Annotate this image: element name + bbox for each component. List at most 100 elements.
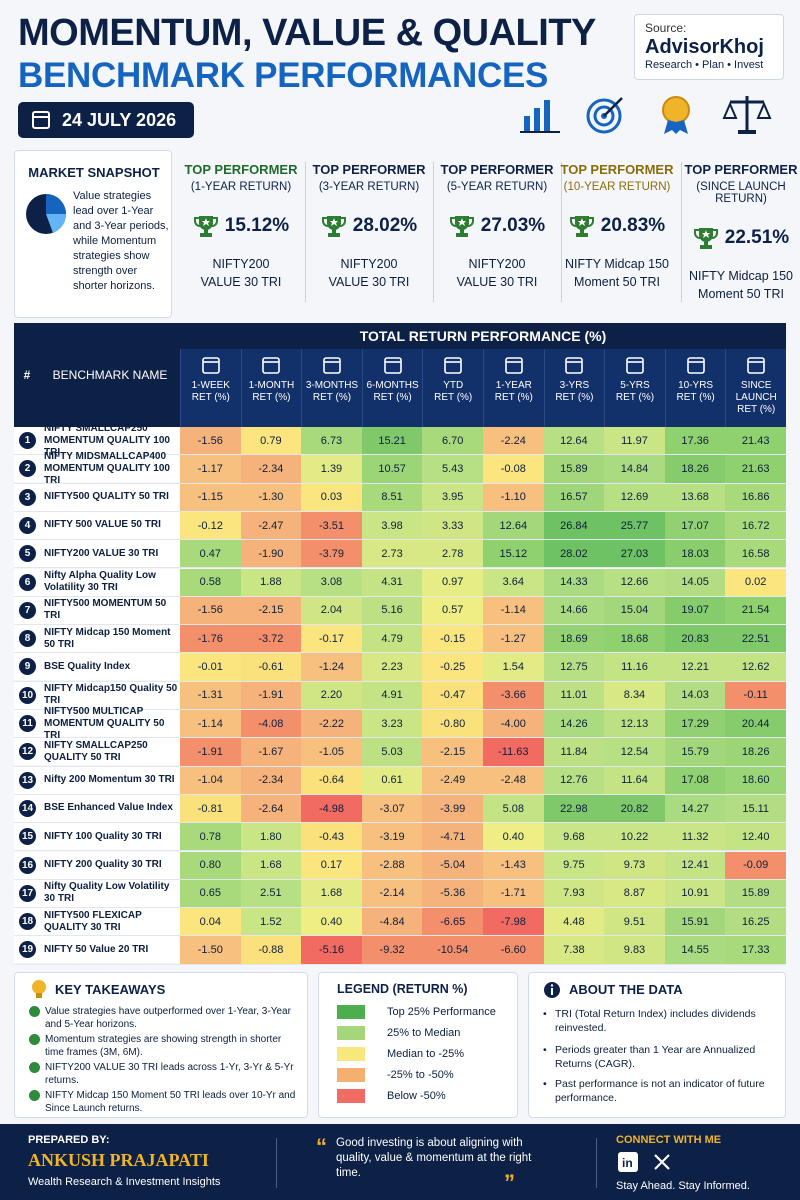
return-cell: 17.36 <box>664 427 726 455</box>
top-performer-value-row: 22.51% <box>680 225 800 251</box>
prepared-by: PREPARED BY: <box>28 1134 110 1146</box>
about-item: Past performance is not an indicator of … <box>543 1077 779 1105</box>
return-cell: 8.51 <box>361 483 423 511</box>
benchmark-name: Nifty 200 Momentum 30 TRI <box>44 766 180 794</box>
return-cell: 0.02 <box>725 568 786 596</box>
return-cell: 18.03 <box>664 540 726 568</box>
return-cell: -1.67 <box>240 738 302 766</box>
return-cell: 3.08 <box>301 568 362 596</box>
divider <box>305 162 306 302</box>
return-cell: -9.32 <box>361 936 423 964</box>
top-performer-value-row: 15.12% <box>180 213 302 239</box>
column-header: 3-YRS RET (%) <box>543 349 605 427</box>
top-performer-name-line2: VALUE 30 TRI <box>456 275 538 289</box>
column-label: 3-YRS RET (%) <box>545 380 605 404</box>
column-header: YTD RET (%) <box>422 349 483 427</box>
column-label-line1: 3-YRS <box>559 380 590 391</box>
return-cell: 16.58 <box>725 540 786 568</box>
return-cell: -0.11 <box>725 681 786 709</box>
top-performer-name-line1: NIFTY Midcap 150 <box>565 257 669 271</box>
column-label: 3-MONTHS RET (%) <box>302 380 362 404</box>
takeaway-item: Value strategies have outperformed over … <box>29 1005 301 1031</box>
linkedin-icon[interactable]: in <box>618 1152 638 1172</box>
return-cell: 0.17 <box>301 851 362 879</box>
benchmark-name: NIFTY 100 Quality 30 TRI <box>44 823 180 851</box>
return-cell: 0.57 <box>422 596 483 625</box>
legend-item: 25% to Median <box>337 1026 460 1040</box>
return-cell: -3.79 <box>301 540 362 568</box>
return-cell: 26.84 <box>543 511 605 540</box>
about-title: ABOUT THE DATA <box>569 982 683 997</box>
return-cell: 0.58 <box>180 568 241 596</box>
top-performer-card: TOP PERFORMER (SINCE LAUNCH RETURN) 22.51%… <box>680 150 800 318</box>
quote-close-icon: ” <box>504 1170 515 1195</box>
return-cell: -2.48 <box>483 766 544 794</box>
return-cell: -4.84 <box>361 908 423 936</box>
return-cell: 14.05 <box>664 568 726 596</box>
column-header: SINCE LAUNCH RET (%) <box>725 349 786 427</box>
column-label-line1: SINCE LAUNCH <box>735 380 777 403</box>
return-cell: 18.60 <box>725 766 786 794</box>
return-cell: 10.22 <box>604 823 665 851</box>
return-cell: 15.91 <box>664 908 726 936</box>
return-cell: 1.68 <box>301 879 362 908</box>
column-label-line1: 1-MONTH <box>248 380 295 391</box>
return-cell: -0.88 <box>240 936 302 964</box>
trophy-icon <box>686 357 705 374</box>
return-cell: 19.07 <box>664 596 726 625</box>
return-cell: -0.12 <box>180 511 241 540</box>
column-label: 1-MONTH RET (%) <box>242 380 302 404</box>
return-cell: 9.68 <box>543 823 605 851</box>
return-cell: 5.03 <box>361 738 423 766</box>
legend-title: LEGEND (RETURN %) <box>337 982 468 996</box>
return-cell: 11.01 <box>543 681 605 709</box>
top-performer-heading: TOP PERFORMER <box>184 162 298 177</box>
top-performer-heading: TOP PERFORMER <box>684 162 798 177</box>
return-cell: 14.03 <box>664 681 726 709</box>
top-performer-value: 22.51% <box>724 227 790 248</box>
return-cell: -0.09 <box>725 851 786 879</box>
return-cell: 0.97 <box>422 568 483 596</box>
return-cell: -1.76 <box>180 625 241 653</box>
title-line2: BENCHMARK PERFORMANCES <box>18 56 549 95</box>
benchmark-name: NIFTY Midcap150 Quality 50 TRI <box>44 681 180 709</box>
header-icons <box>518 92 788 140</box>
calendar-icon <box>504 357 523 374</box>
return-cell: 0.79 <box>240 427 302 455</box>
top-performer-value-row: 27.03% <box>436 213 558 239</box>
trophy-icon <box>693 228 718 249</box>
return-cell: -2.88 <box>361 851 423 879</box>
top-performer-heading: TOP PERFORMER <box>440 162 554 177</box>
column-label: SINCE LAUNCH RET (%) <box>726 380 786 416</box>
return-cell: 20.82 <box>604 794 665 823</box>
return-cell: 15.12 <box>483 540 544 568</box>
benchmark-name: BSE Enhanced Value Index <box>44 794 180 822</box>
column-label: 1-YEAR RET (%) <box>484 380 544 404</box>
column-header: 6-MONTHS RET (%) <box>361 349 423 427</box>
return-cell: -5.16 <box>301 936 362 964</box>
return-cell: 14.33 <box>543 568 605 596</box>
divider <box>561 162 562 302</box>
return-cell: 2.04 <box>301 596 362 625</box>
connect-title: CONNECT WITH ME <box>616 1134 722 1146</box>
row-number: 15 <box>19 828 36 846</box>
column-label-line2: RET (%) <box>434 392 473 403</box>
top-performer-name-line2: VALUE 30 TRI <box>328 275 410 289</box>
benchmark-name: NIFTY200 VALUE 30 TRI <box>44 540 180 568</box>
top-performer-name: NIFTY Midcap 150 Moment 50 TRI <box>680 267 800 303</box>
x-icon[interactable] <box>652 1152 672 1172</box>
return-cell: 18.69 <box>543 625 605 653</box>
row-number: 1 <box>19 432 36 449</box>
return-cell: 5.43 <box>422 455 483 483</box>
row-number: 19 <box>19 941 36 959</box>
return-cell: -1.91 <box>240 681 302 709</box>
trophy-icon <box>569 216 594 237</box>
calendar-icon <box>32 111 50 129</box>
return-cell: 12.41 <box>664 851 726 879</box>
return-cell: -10.54 <box>422 936 483 964</box>
top-performer-value: 15.12% <box>224 215 290 236</box>
column-label: 6-MONTHS RET (%) <box>363 380 423 404</box>
return-cell: -1.04 <box>180 766 241 794</box>
return-cell: -1.56 <box>180 596 241 625</box>
footer: PREPARED BY: ANKUSH PRAJAPATI Wealth Res… <box>0 1124 800 1200</box>
